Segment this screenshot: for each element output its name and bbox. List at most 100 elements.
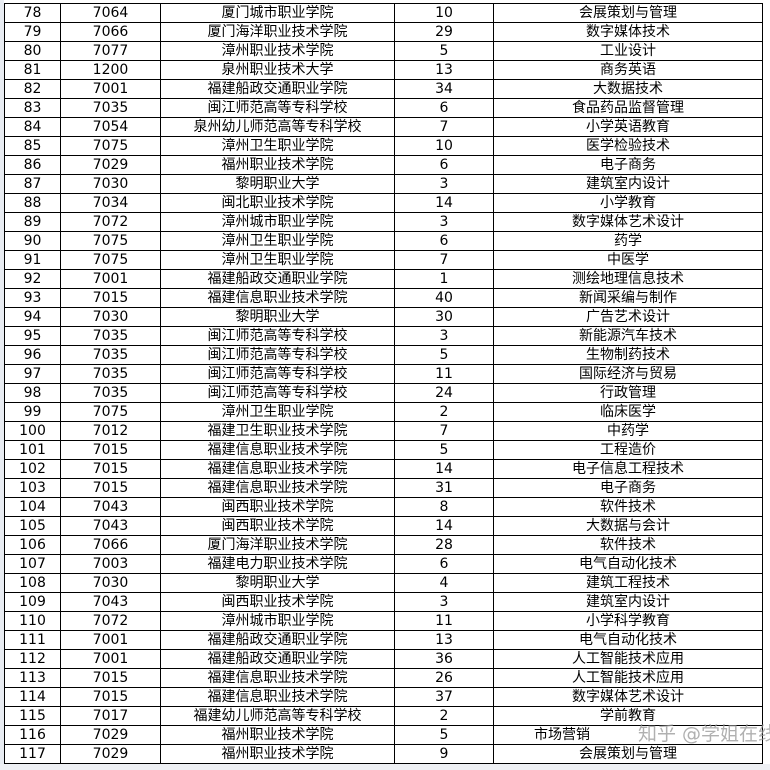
quota-cell[interactable]: 29 <box>394 22 494 42</box>
row-number-cell[interactable]: 108 <box>4 573 61 593</box>
school-code-cell[interactable]: 7015 <box>60 687 161 707</box>
major-cell[interactable]: 学前教育 <box>493 706 763 726</box>
quota-cell[interactable]: 37 <box>394 687 494 707</box>
row-number-cell[interactable]: 114 <box>4 687 61 707</box>
school-name-cell[interactable]: 泉州幼儿师范高等专科学校 <box>160 117 395 137</box>
major-cell[interactable]: 小学英语教育 <box>493 117 763 137</box>
quota-cell[interactable]: 3 <box>394 212 494 232</box>
quota-cell[interactable]: 40 <box>394 288 494 308</box>
row-number-cell[interactable]: 90 <box>4 231 61 251</box>
school-code-cell[interactable]: 7035 <box>60 326 161 346</box>
school-name-cell[interactable]: 漳州城市职业学院 <box>160 212 395 232</box>
row-number-cell[interactable]: 100 <box>4 421 61 441</box>
row-number-cell[interactable]: 95 <box>4 326 61 346</box>
quota-cell[interactable]: 11 <box>394 364 494 384</box>
quota-cell[interactable]: 28 <box>394 535 494 555</box>
major-cell[interactable]: 行政管理 <box>493 383 763 403</box>
major-cell[interactable]: 食品药品监督管理 <box>493 98 763 118</box>
major-cell[interactable]: 新闻采编与制作 <box>493 288 763 308</box>
school-name-cell[interactable]: 福建信息职业技术学院 <box>160 440 395 460</box>
school-name-cell[interactable]: 厦门海洋职业技术学院 <box>160 535 395 555</box>
row-number-cell[interactable]: 107 <box>4 554 61 574</box>
row-number-cell[interactable]: 82 <box>4 79 61 99</box>
school-code-cell[interactable]: 7066 <box>60 535 161 555</box>
row-number-cell[interactable]: 110 <box>4 611 61 631</box>
school-name-cell[interactable]: 福建船政交通职业学院 <box>160 269 395 289</box>
quota-cell[interactable]: 1 <box>394 269 494 289</box>
school-code-cell[interactable]: 7035 <box>60 345 161 365</box>
major-cell[interactable]: 电气自动化技术 <box>493 630 763 650</box>
major-cell[interactable]: 工程造价 <box>493 440 763 460</box>
school-name-cell[interactable]: 泉州职业技术大学 <box>160 60 395 80</box>
school-name-cell[interactable]: 福建电力职业技术学院 <box>160 554 395 574</box>
major-cell[interactable]: 商务英语 <box>493 60 763 80</box>
quota-cell[interactable]: 9 <box>394 744 494 764</box>
quota-cell[interactable]: 10 <box>394 136 494 156</box>
school-code-cell[interactable]: 7030 <box>60 307 161 327</box>
row-number-cell[interactable]: 89 <box>4 212 61 232</box>
row-number-cell[interactable]: 112 <box>4 649 61 669</box>
row-number-cell[interactable]: 86 <box>4 155 61 175</box>
row-number-cell[interactable]: 104 <box>4 497 61 517</box>
major-cell[interactable]: 电气自动化技术 <box>493 554 763 574</box>
major-cell[interactable]: 大数据技术 <box>493 79 763 99</box>
school-name-cell[interactable]: 黎明职业大学 <box>160 174 395 194</box>
school-name-cell[interactable]: 福建信息职业技术学院 <box>160 478 395 498</box>
school-name-cell[interactable]: 福建船政交通职业学院 <box>160 79 395 99</box>
major-cell[interactable]: 数字媒体艺术设计 <box>493 687 763 707</box>
school-name-cell[interactable]: 漳州卫生职业学院 <box>160 136 395 156</box>
school-code-cell[interactable]: 7003 <box>60 554 161 574</box>
major-cell[interactable]: 数字媒体技术 <box>493 22 763 42</box>
row-number-cell[interactable]: 87 <box>4 174 61 194</box>
school-code-cell[interactable]: 7034 <box>60 193 161 213</box>
quota-cell[interactable]: 3 <box>394 174 494 194</box>
major-cell[interactable]: 人工智能技术应用 <box>493 668 763 688</box>
quota-cell[interactable]: 36 <box>394 649 494 669</box>
quota-cell[interactable]: 14 <box>394 193 494 213</box>
major-cell[interactable]: 生物制药技术 <box>493 345 763 365</box>
quota-cell[interactable]: 11 <box>394 611 494 631</box>
major-cell[interactable]: 建筑工程技术 <box>493 573 763 593</box>
school-code-cell[interactable]: 7012 <box>60 421 161 441</box>
major-cell[interactable]: 广告艺术设计 <box>493 307 763 327</box>
quota-cell[interactable]: 6 <box>394 554 494 574</box>
school-code-cell[interactable]: 7015 <box>60 478 161 498</box>
quota-cell[interactable]: 7 <box>394 250 494 270</box>
quota-cell[interactable]: 14 <box>394 459 494 479</box>
school-code-cell[interactable]: 1200 <box>60 60 161 80</box>
row-number-cell[interactable]: 113 <box>4 668 61 688</box>
school-name-cell[interactable]: 福建信息职业技术学院 <box>160 288 395 308</box>
school-code-cell[interactable]: 7015 <box>60 440 161 460</box>
major-cell[interactable]: 工业设计 <box>493 41 763 61</box>
school-name-cell[interactable]: 漳州卫生职业学院 <box>160 250 395 270</box>
school-name-cell[interactable]: 福建信息职业技术学院 <box>160 668 395 688</box>
school-name-cell[interactable]: 闽江师范高等专科学校 <box>160 345 395 365</box>
row-number-cell[interactable]: 91 <box>4 250 61 270</box>
school-name-cell[interactable]: 福建信息职业技术学院 <box>160 459 395 479</box>
major-cell[interactable]: 软件技术 <box>493 535 763 555</box>
quota-cell[interactable]: 2 <box>394 706 494 726</box>
major-cell[interactable]: 小学教育 <box>493 193 763 213</box>
school-code-cell[interactable]: 7043 <box>60 516 161 536</box>
row-number-cell[interactable]: 88 <box>4 193 61 213</box>
major-cell[interactable]: 电子商务 <box>493 478 763 498</box>
major-cell[interactable]: 电子商务 <box>493 155 763 175</box>
school-code-cell[interactable]: 7015 <box>60 288 161 308</box>
row-number-cell[interactable]: 81 <box>4 60 61 80</box>
school-name-cell[interactable]: 福州职业技术学院 <box>160 744 395 764</box>
school-code-cell[interactable]: 7072 <box>60 212 161 232</box>
quota-cell[interactable]: 7 <box>394 421 494 441</box>
school-name-cell[interactable]: 福建船政交通职业学院 <box>160 649 395 669</box>
quota-cell[interactable]: 4 <box>394 573 494 593</box>
row-number-cell[interactable]: 98 <box>4 383 61 403</box>
school-name-cell[interactable]: 闽北职业技术学院 <box>160 193 395 213</box>
row-number-cell[interactable]: 103 <box>4 478 61 498</box>
quota-cell[interactable]: 13 <box>394 60 494 80</box>
major-cell[interactable]: 新能源汽车技术 <box>493 326 763 346</box>
quota-cell[interactable]: 26 <box>394 668 494 688</box>
school-code-cell[interactable]: 7054 <box>60 117 161 137</box>
major-cell[interactable]: 小学科学教育 <box>493 611 763 631</box>
school-name-cell[interactable]: 福建卫生职业技术学院 <box>160 421 395 441</box>
major-cell[interactable]: 国际经济与贸易 <box>493 364 763 384</box>
quota-cell[interactable]: 24 <box>394 383 494 403</box>
